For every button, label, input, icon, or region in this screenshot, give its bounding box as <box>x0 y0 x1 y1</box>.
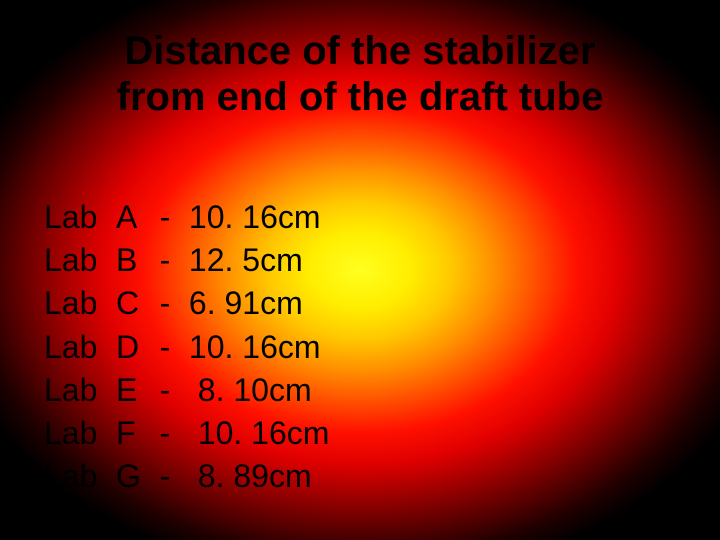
lab-prefix: Lab <box>44 326 116 369</box>
lab-letter: A <box>116 196 150 239</box>
lab-value: 10. 16cm <box>189 196 321 239</box>
slide: Distance of the stabilizer from end of t… <box>0 0 720 540</box>
list-item: LabG- 8. 89cm <box>44 455 329 498</box>
lab-value: 8. 89cm <box>189 455 312 498</box>
separator: - <box>150 369 180 412</box>
data-list: LabA- 10. 16cm LabB- 12. 5cm LabC- 6. 91… <box>44 196 329 498</box>
lab-letter: G <box>116 455 150 498</box>
lab-value: 12. 5cm <box>189 239 303 282</box>
title-line-1: Distance of the stabilizer <box>124 29 595 73</box>
list-item: LabF- 10. 16cm <box>44 412 329 455</box>
lab-value: 10. 16cm <box>189 412 330 455</box>
lab-value: 8. 10cm <box>189 369 312 412</box>
lab-letter: F <box>116 412 150 455</box>
list-item: LabD- 10. 16cm <box>44 326 329 369</box>
separator: - <box>150 326 180 369</box>
list-item: LabA- 10. 16cm <box>44 196 329 239</box>
title-line-2: from end of the draft tube <box>117 75 604 119</box>
list-item: LabE- 8. 10cm <box>44 369 329 412</box>
list-item: LabC- 6. 91cm <box>44 282 329 325</box>
lab-prefix: Lab <box>44 239 116 282</box>
lab-letter: C <box>116 282 150 325</box>
lab-prefix: Lab <box>44 455 116 498</box>
lab-letter: E <box>116 369 150 412</box>
separator: - <box>150 412 180 455</box>
lab-prefix: Lab <box>44 282 116 325</box>
lab-prefix: Lab <box>44 369 116 412</box>
lab-value: 6. 91cm <box>189 282 303 325</box>
separator: - <box>150 455 180 498</box>
slide-title: Distance of the stabilizer from end of t… <box>0 28 720 120</box>
lab-letter: B <box>116 239 150 282</box>
separator: - <box>150 282 180 325</box>
lab-letter: D <box>116 326 150 369</box>
separator: - <box>150 196 180 239</box>
lab-prefix: Lab <box>44 196 116 239</box>
lab-prefix: Lab <box>44 412 116 455</box>
separator: - <box>150 239 180 282</box>
lab-value: 10. 16cm <box>189 326 321 369</box>
list-item: LabB- 12. 5cm <box>44 239 329 282</box>
